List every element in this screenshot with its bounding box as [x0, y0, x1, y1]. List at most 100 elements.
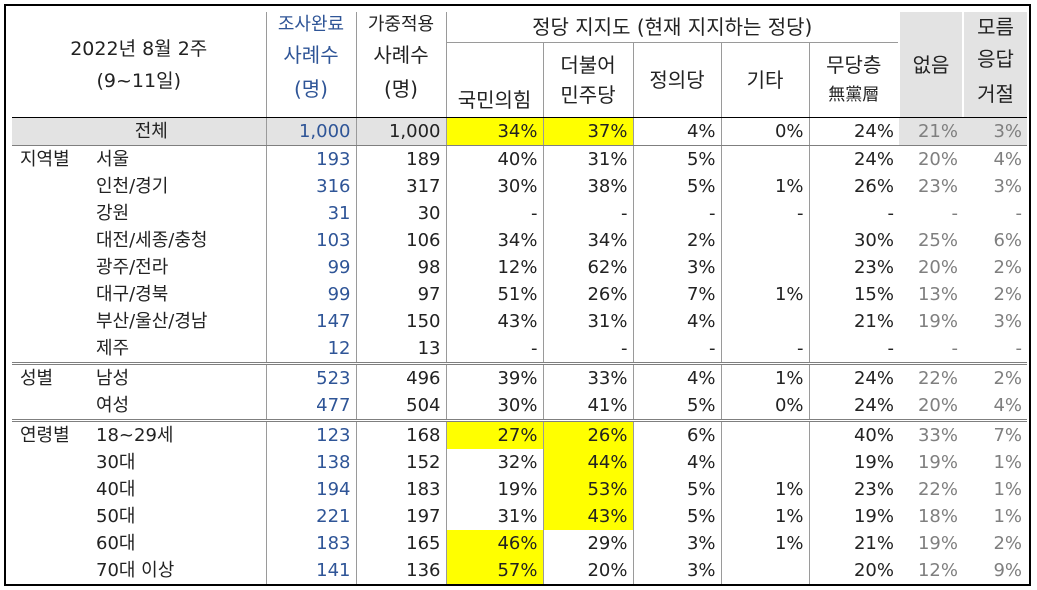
cell-nonpartisan: -: [808, 335, 899, 365]
cell-none: 23%: [917, 176, 958, 197]
cell-dpk: 26%: [542, 420, 633, 449]
cell-nonpartisan: 24%: [808, 145, 899, 173]
cell-completed: 12: [265, 335, 356, 365]
cell-other: 1%: [720, 173, 809, 200]
cell-none: -: [899, 335, 963, 365]
cell-completed: 138: [265, 449, 356, 476]
cell-dontknow: 1%: [993, 506, 1022, 527]
party-ppp-header: 국민의힘: [445, 42, 543, 117]
cell-completed: 193: [265, 145, 356, 173]
cell-justice: 6%: [632, 420, 721, 449]
cell-other: 1%: [720, 530, 809, 557]
table-row: 지역별 서울 193 189 40% 31% 5% 24% 20% 4%: [12, 145, 1027, 173]
group-spacer: [12, 557, 90, 584]
cell-completed: 523: [265, 363, 356, 392]
completed-cases-header: 조사완료 사례수 (명): [265, 12, 356, 117]
table-row: 40대 194 183 19% 53% 5% 1% 23% 22% 1%: [12, 476, 1027, 503]
header-divider: [12, 117, 1027, 118]
cell-ppp: -: [445, 335, 543, 365]
weighted-cases-l2: 사례수: [373, 43, 429, 67]
period-header: 2022년 8월 2주 (9~11일): [12, 12, 266, 117]
cell-dontknow: 3%: [993, 311, 1022, 332]
cell-dpk: 43%: [542, 503, 633, 530]
cell-dpk: 31%: [542, 145, 633, 173]
cell-ppp: 40%: [445, 145, 543, 173]
group-spacer: [12, 308, 90, 335]
cell-completed: 194: [265, 476, 356, 503]
cell-other: 1%: [720, 503, 809, 530]
total-justice: 4%: [632, 117, 721, 146]
cell-ppp: 19%: [445, 476, 543, 503]
cell-other: 1%: [720, 363, 809, 392]
cell-justice: 3%: [632, 557, 721, 584]
cell-completed: 477: [265, 392, 356, 422]
party-nonpartisan-header: 무당층 無黨層: [808, 42, 899, 117]
cell-dpk: 62%: [542, 254, 633, 281]
period-line1: 2022년 8월 2주: [70, 37, 208, 60]
weighted-cases-l3: (명): [383, 77, 418, 101]
table-row: 50대 221 197 31% 43% 5% 1% 19% 18% 1%: [12, 503, 1027, 530]
cell-dontknow: -: [1015, 203, 1023, 224]
total-other: 0%: [720, 117, 809, 146]
table-row: 강원 31 30 - - - - - - -: [12, 200, 1027, 227]
cell-none: 25%: [917, 230, 958, 251]
cell-justice: 4%: [632, 363, 721, 392]
cell-completed: 141: [265, 557, 356, 584]
row-label: 남성: [96, 368, 130, 389]
cell-dpk: 41%: [542, 392, 633, 422]
group-spacer: [12, 476, 90, 503]
table-row: 광주/전라 99 98 12% 62% 3% 23% 20% 2%: [12, 254, 1027, 281]
cell-ppp: 32%: [445, 449, 543, 476]
group-label-gender: 성별: [20, 368, 54, 389]
group-spacer: [12, 449, 90, 476]
cell-other: 1%: [720, 476, 809, 503]
cell-nonpartisan: 20%: [808, 557, 899, 584]
cell-completed: 221: [265, 503, 356, 530]
cell-nonpartisan: 23%: [808, 254, 899, 281]
cell-weighted: 197: [355, 503, 446, 530]
cell-none: 22%: [917, 368, 958, 389]
cell-justice: 2%: [632, 227, 721, 254]
cell-dpk: 53%: [542, 476, 633, 503]
cell-weighted: 317: [355, 173, 446, 200]
table-row: 70대 이상 141 136 57% 20% 3% 20% 12% 9%: [12, 557, 1027, 584]
cell-ppp: 46%: [445, 530, 543, 557]
table-row: 30대 138 152 32% 44% 4% 19% 19% 1%: [12, 449, 1027, 476]
cell-dpk: 34%: [542, 227, 633, 254]
cell-ppp: 51%: [445, 281, 543, 308]
cell-completed: 183: [265, 530, 356, 557]
row-label: 서울: [96, 149, 130, 170]
group-spacer: [12, 503, 90, 530]
cell-completed: 31: [265, 200, 356, 227]
group-label-age: 연령별: [20, 425, 70, 446]
cell-other: [720, 254, 809, 281]
total-ppp: 34%: [445, 117, 543, 146]
row-label: 대구/경북: [96, 284, 169, 305]
cell-completed: 123: [265, 420, 356, 449]
cell-justice: 5%: [632, 392, 721, 422]
row-label: 70대 이상: [90, 557, 266, 584]
cell-weighted: 152: [355, 449, 446, 476]
cell-none: 13%: [917, 284, 958, 305]
cell-dontknow: 9%: [963, 557, 1027, 584]
party-other-header: 기타: [720, 42, 809, 117]
group-spacer: [12, 335, 90, 365]
cell-nonpartisan: 24%: [808, 363, 899, 392]
cell-nonpartisan: 23%: [808, 476, 899, 503]
total-label: 전체: [12, 117, 266, 146]
cell-dontknow: 1%: [993, 479, 1022, 500]
cell-dpk: 20%: [542, 557, 633, 584]
cell-none: 33%: [917, 425, 958, 446]
cell-none: 22%: [917, 479, 958, 500]
row-label: 인천/경기: [96, 176, 169, 197]
cell-weighted: 150: [355, 308, 446, 335]
cell-weighted: 30: [355, 200, 446, 227]
cell-ppp: 12%: [445, 254, 543, 281]
cell-justice: 5%: [632, 145, 721, 173]
cell-weighted: 496: [355, 363, 446, 392]
cell-other: [720, 420, 809, 449]
table-row: 제주 12 13 - - - - - - -: [12, 335, 1027, 365]
cell-dpk: 26%: [542, 281, 633, 308]
cell-justice: 5%: [632, 503, 721, 530]
cell-dpk: -: [542, 335, 633, 365]
